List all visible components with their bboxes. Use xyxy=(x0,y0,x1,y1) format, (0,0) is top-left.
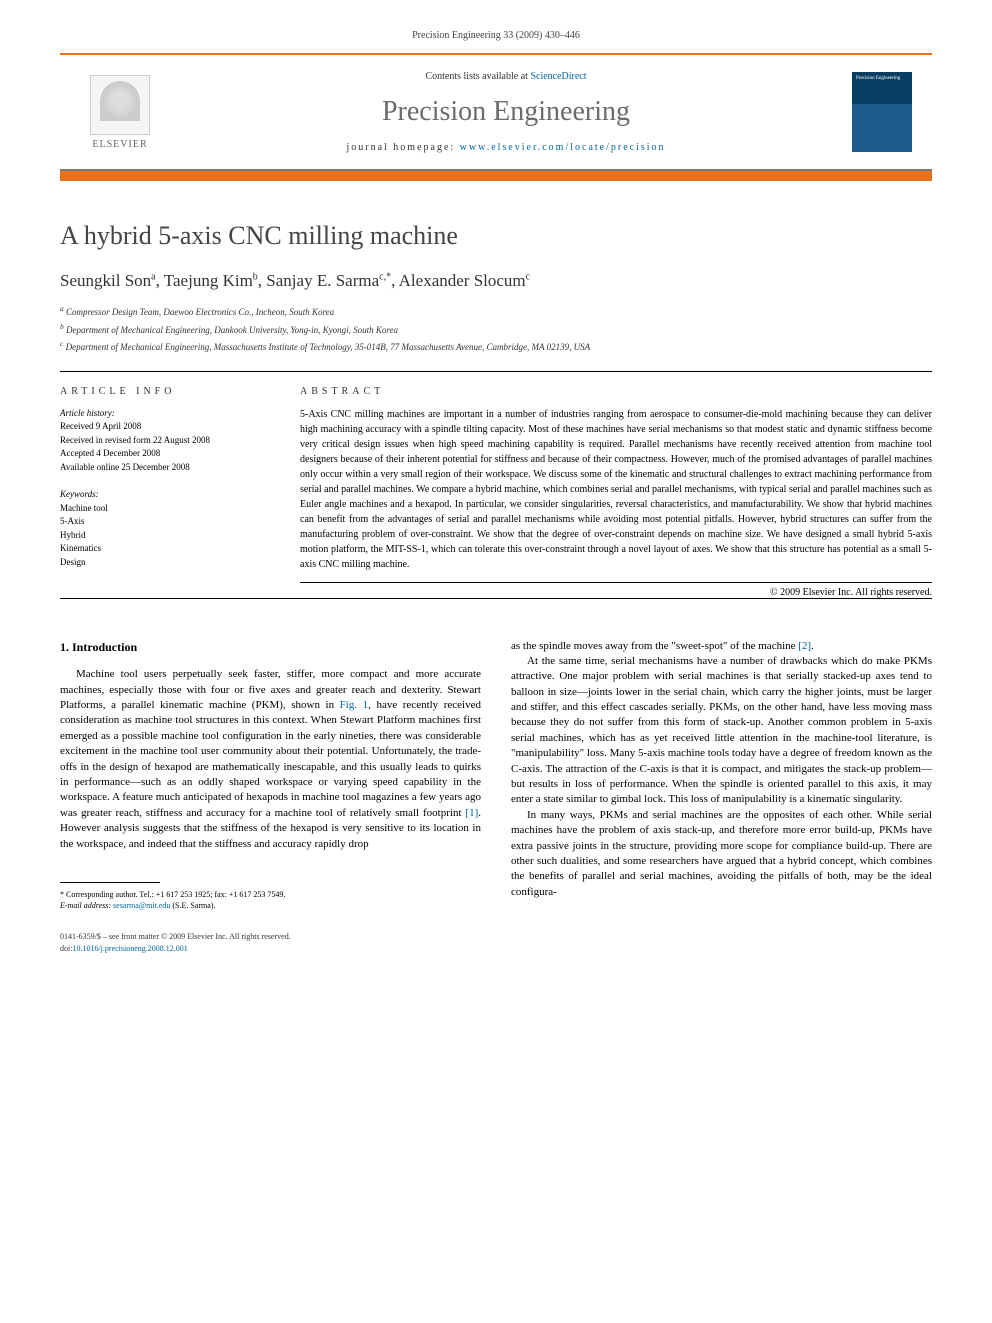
footnote-separator xyxy=(60,882,160,883)
elsevier-tree-icon xyxy=(90,75,150,135)
text-run: (S.E. Sarma). xyxy=(170,901,215,910)
running-header: Precision Engineering 33 (2009) 430–446 xyxy=(60,30,932,41)
abstract-copyright: © 2009 Elsevier Inc. All rights reserved… xyxy=(300,582,932,598)
elsevier-label: ELSEVIER xyxy=(92,139,147,150)
text-run: . xyxy=(811,640,814,652)
body-paragraph: Machine tool users perpetually seek fast… xyxy=(60,667,481,852)
homepage-line: journal homepage: www.elsevier.com/locat… xyxy=(180,142,832,153)
affiliation-line: a Compressor Design Team, Daewoo Electro… xyxy=(60,303,932,320)
footer-doi: doi:10.1016/j.precisioneng.2008.12.001 xyxy=(60,943,932,954)
abstract-column: ABSTRACT 5-Axis CNC milling machines are… xyxy=(300,386,932,598)
affiliation-line: c Department of Mechanical Engineering, … xyxy=(60,338,932,355)
history-line: Received in revised form 22 August 2008 xyxy=(60,434,260,448)
sciencedirect-link[interactable]: ScienceDirect xyxy=(530,71,586,82)
affiliation-line: b Department of Mechanical Engineering, … xyxy=(60,321,932,338)
citation-link[interactable]: [1] xyxy=(465,807,478,819)
keywords-block: Keywords: Machine tool5-AxisHybridKinema… xyxy=(60,488,260,569)
history-line: Received 9 April 2008 xyxy=(60,420,260,434)
homepage-prefix: journal homepage: xyxy=(346,142,459,153)
footer-copyright: 0141-6359/$ – see front matter © 2009 El… xyxy=(60,931,932,942)
keyword-line: Machine tool xyxy=(60,502,260,516)
page-footer: 0141-6359/$ – see front matter © 2009 El… xyxy=(60,931,932,953)
email-link[interactable]: sesarma@mit.edu xyxy=(113,901,170,910)
doi-link[interactable]: 10.1016/j.precisioneng.2008.12.001 xyxy=(72,944,187,953)
doi-label: doi: xyxy=(60,944,72,953)
journal-name: Precision Engineering xyxy=(180,96,832,128)
history-line: Accepted 4 December 2008 xyxy=(60,447,260,461)
bottom-rule xyxy=(60,171,932,181)
body-paragraph: In many ways, PKMs and serial machines a… xyxy=(511,808,932,900)
history-line: Available online 25 December 2008 xyxy=(60,461,260,475)
text-run: , have recently received consideration a… xyxy=(60,699,481,819)
journal-banner: ELSEVIER Contents lists available at Sci… xyxy=(60,55,932,171)
abstract-text: 5-Axis CNC milling machines are importan… xyxy=(300,407,932,572)
history-label: Article history: xyxy=(60,407,260,421)
keyword-line: Design xyxy=(60,556,260,570)
body-paragraph: At the same time, serial mechanisms have… xyxy=(511,654,932,808)
text-run: as the spindle moves away from the "swee… xyxy=(511,640,798,652)
article-history: Article history: Received 9 April 2008Re… xyxy=(60,407,260,475)
info-abstract-section: ARTICLE INFO Article history: Received 9… xyxy=(60,371,932,599)
citation-link[interactable]: [2] xyxy=(798,640,811,652)
authors: Seungkil Sona, Taejung Kimb, Sanjay E. S… xyxy=(60,271,932,291)
homepage-link[interactable]: www.elsevier.com/locate/precision xyxy=(460,142,666,153)
section-heading-intro: 1. Introduction xyxy=(60,639,481,656)
article-title: A hybrid 5-axis CNC milling machine xyxy=(60,221,932,251)
footnote-line: * Corresponding author. Tel.: +1 617 253… xyxy=(60,889,481,900)
article-info-heading: ARTICLE INFO xyxy=(60,386,260,397)
keyword-line: Kinematics xyxy=(60,542,260,556)
abstract-heading: ABSTRACT xyxy=(300,386,932,397)
figure-ref-link[interactable]: Fig. 1 xyxy=(340,699,368,711)
body-paragraph: as the spindle moves away from the "swee… xyxy=(511,639,932,654)
body-column-left: 1. Introduction Machine tool users perpe… xyxy=(60,639,481,912)
body-columns: 1. Introduction Machine tool users perpe… xyxy=(60,639,932,912)
journal-cover-thumbnail: Precision Engineering xyxy=(852,72,912,152)
contents-line: Contents lists available at ScienceDirec… xyxy=(180,71,832,82)
email-label: E-mail address: xyxy=(60,901,113,910)
contents-prefix: Contents lists available at xyxy=(425,71,530,82)
elsevier-logo: ELSEVIER xyxy=(80,67,160,157)
article-info-column: ARTICLE INFO Article history: Received 9… xyxy=(60,386,260,598)
corresponding-author-footnote: * Corresponding author. Tel.: +1 617 253… xyxy=(60,889,481,911)
keyword-line: 5-Axis xyxy=(60,515,260,529)
keywords-label: Keywords: xyxy=(60,488,260,502)
body-column-right: as the spindle moves away from the "swee… xyxy=(511,639,932,912)
footnote-email: E-mail address: sesarma@mit.edu (S.E. Sa… xyxy=(60,900,481,911)
keyword-line: Hybrid xyxy=(60,529,260,543)
banner-center: Contents lists available at ScienceDirec… xyxy=(160,71,852,153)
cover-label: Precision Engineering xyxy=(856,76,900,81)
affiliations: a Compressor Design Team, Daewoo Electro… xyxy=(60,303,932,355)
